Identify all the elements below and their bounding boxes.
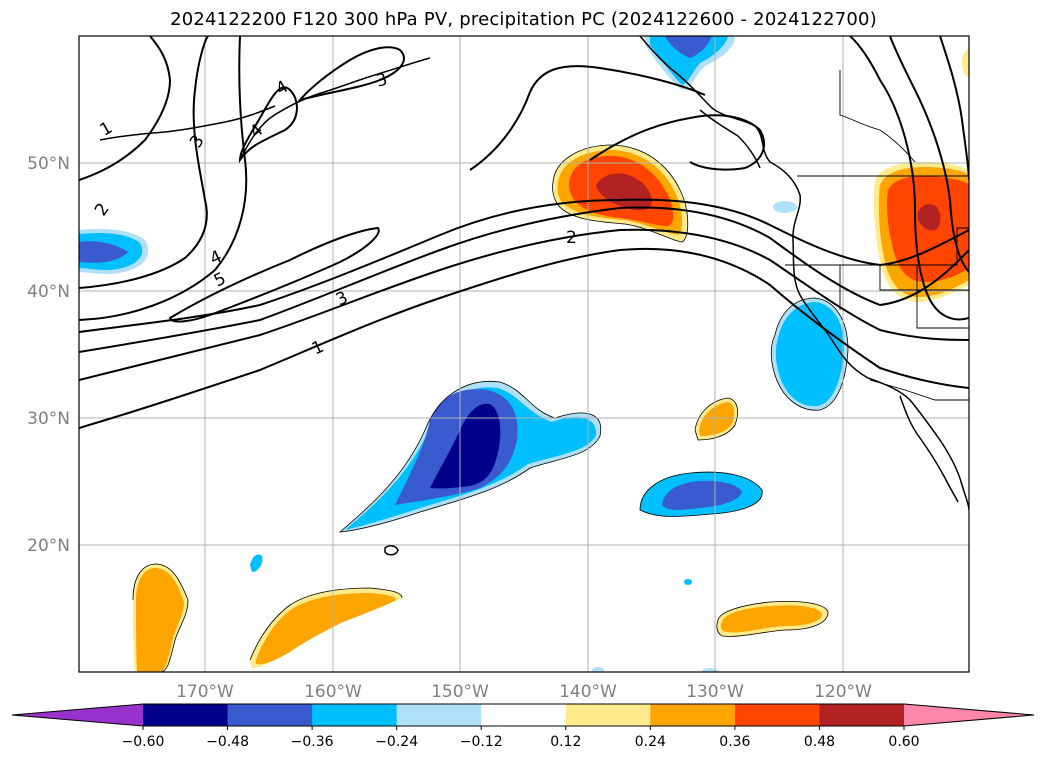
- colorbar-extend-min: [12, 704, 143, 726]
- colorbar-tick-label: 0.12: [550, 734, 581, 750]
- precip-neg-tiny-3: [773, 201, 797, 213]
- lat-tick-label: 30°N: [27, 409, 70, 429]
- pv-contour-4: [79, 198, 969, 333]
- colorbar-segment: [481, 704, 567, 726]
- precip-neg-central-navy: [430, 403, 501, 489]
- precip-shading: [79, 36, 969, 672]
- colorbar-segment: [650, 704, 736, 726]
- precip-pos-tropc-orange: [256, 593, 396, 665]
- colorbar-segment: [227, 704, 313, 726]
- colorbar-segment: [734, 704, 820, 726]
- colorbar-segment: [819, 704, 905, 726]
- precip-neg-tiny-1: [250, 554, 263, 572]
- colorbar-tick-label: 0.48: [804, 734, 835, 750]
- hawaii: [384, 545, 399, 556]
- latitude-labels: 20°N 30°N 40°N 50°N: [27, 154, 70, 556]
- colorbar-segment: [312, 704, 398, 726]
- lat-tick-label: 20°N: [27, 536, 70, 556]
- precip-neg-alaska-blue: [665, 36, 712, 58]
- lon-tick-label: 150°W: [431, 682, 489, 702]
- precip-neg-california-cyan: [775, 302, 845, 407]
- graticule: [79, 36, 969, 672]
- lon-tick-label: 160°W: [304, 682, 362, 702]
- precip-neg-tiny-4: [592, 667, 604, 672]
- pv-contours: [79, 36, 969, 429]
- pv-contour-north-1: [79, 36, 172, 181]
- colorbar-segment: [565, 704, 651, 726]
- pv-contour-gulf: [469, 65, 706, 171]
- precip-neg-east-blue: [662, 480, 742, 510]
- alaska-peninsula: [239, 57, 431, 161]
- pv-label: 2: [566, 228, 577, 248]
- precip-pos-nw-darkred: [918, 204, 941, 231]
- colorbar: −0.60 −0.48 −0.36 −0.24 −0.12 0.12 0.24 0.36 0.4…: [11, 703, 1035, 750]
- pv-contour-east-loop: [589, 114, 765, 171]
- pv-contour-north-4: [238, 86, 298, 164]
- lon-tick-label: 140°W: [559, 682, 617, 702]
- precip-neg-alaska-cyan: [650, 36, 728, 85]
- precip-outlines: [132, 144, 849, 672]
- precip-neg-tiny-5: [702, 668, 718, 672]
- colorbar-tick-label: 0.60: [888, 734, 919, 750]
- precip-pos-trope-orange: [720, 605, 822, 633]
- pv-contour-5-loop: [168, 226, 380, 323]
- longitude-labels: 170°W 160°W 150°W 140°W 130°W 120°W: [176, 682, 872, 702]
- colorbar-extend-max: [904, 704, 1034, 726]
- precip-pos-small-orange: [699, 402, 735, 436]
- precip-pos-tropw-orange: [136, 568, 184, 672]
- colorbar-tick-label: −0.36: [291, 734, 334, 750]
- north-america-coast: [639, 36, 969, 511]
- pv-contour-ne-1: [849, 36, 969, 321]
- colorbar-tick-label: −0.48: [206, 734, 249, 750]
- aleutians: [99, 105, 276, 141]
- se-alaska: [699, 109, 761, 169]
- colorbar-segment: [396, 704, 482, 726]
- colorbar-tick-label: −0.60: [122, 734, 165, 750]
- pv-contour-north-3: [79, 36, 248, 321]
- pv-contour-ne-2: [889, 36, 969, 273]
- pv-contour-3: [79, 206, 969, 353]
- precip-neg-tiny-2: [684, 579, 692, 585]
- pv-contour-north-5: [297, 46, 405, 102]
- pv-contour-2: [79, 228, 969, 381]
- precip-pos-ne-corner: [962, 48, 969, 78]
- colorbar-tick-label: −0.24: [375, 734, 418, 750]
- colorbar-segment: [143, 704, 229, 726]
- baja-coast: [899, 395, 959, 503]
- lon-tick-label: 120°W: [814, 682, 872, 702]
- map-frame: [78, 35, 970, 673]
- pv-contour-ne-3: [939, 36, 969, 181]
- lon-tick-label: 130°W: [686, 682, 744, 702]
- precip-neg-west-blue: [79, 241, 128, 263]
- colorbar-tick-label: 0.36: [719, 734, 750, 750]
- pv-contour-1-south: [79, 247, 969, 429]
- lat-tick-label: 50°N: [27, 154, 70, 174]
- lon-tick-label: 170°W: [176, 682, 234, 702]
- pv-label: 3: [374, 70, 390, 92]
- lat-tick-label: 40°N: [27, 282, 70, 302]
- pv-contour-north-2: [79, 36, 209, 289]
- figure-title: 2024122200 F120 300 hPa PV, precipitatio…: [170, 9, 877, 30]
- coastlines: [99, 36, 969, 556]
- colorbar-tick-label: −0.12: [460, 734, 503, 750]
- colorbar-tick-label: 0.24: [635, 734, 666, 750]
